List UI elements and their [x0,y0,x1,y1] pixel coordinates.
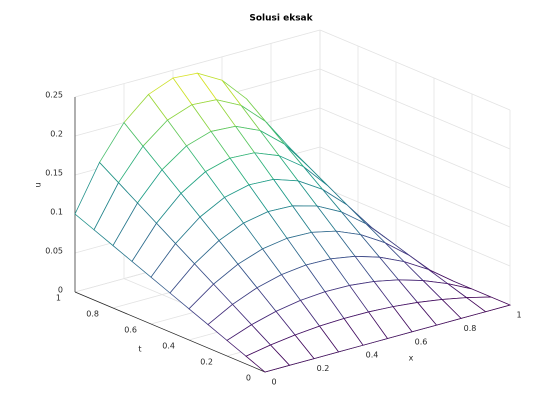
y-tick-label: 0.2 [200,358,213,367]
grid-line [319,29,511,111]
y-axis-label: t [138,345,141,354]
x-tick-label: 0.6 [415,337,428,346]
y-tick-label: 0 [246,374,251,383]
y-tick-label: 1 [56,294,61,303]
z-tick-label: 0.05 [45,247,63,256]
axis-line [74,291,266,373]
grid-line [319,185,511,267]
x-axis-label: x [409,354,414,363]
z-tick-label: 0.25 [45,91,63,100]
grid-line [319,68,511,150]
y-tick-label: 0.4 [162,342,175,351]
y-tick-label: 0.8 [86,310,99,319]
chart-title: Solusi eksak [249,14,313,24]
z-tick-label: 0 [58,286,63,295]
x-tick-label: 0.2 [317,364,330,373]
z-axis-label: u [34,182,43,187]
x-tick-label: 0.8 [464,324,477,333]
x-tick-label: 0 [271,378,276,387]
grid-line [319,107,511,189]
x-tick-label: 0.4 [366,351,379,360]
surface-face [245,344,291,373]
grid-line [319,146,511,228]
z-tick-label: 0.15 [45,169,63,178]
z-tick-label: 0.1 [50,208,63,217]
z-tick-label: 0.2 [50,130,63,139]
grid-line [74,29,321,98]
y-tick-label: 0.6 [124,326,137,335]
x-tick-label: 1 [516,311,521,320]
